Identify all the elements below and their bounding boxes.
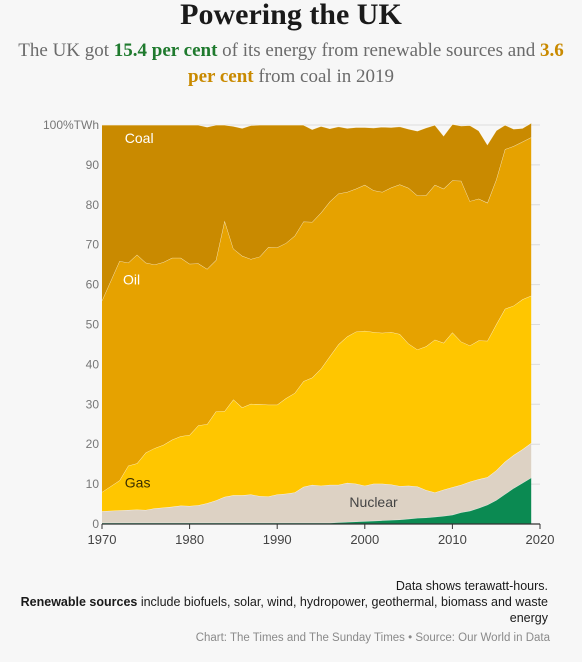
axes: 0 10 20 30 40 50 60 70 80 90 100%TWh 1970 1980 1990 20… [43, 118, 554, 547]
area-edge-coal [102, 122, 532, 146]
chart-title: Powering the UK [180, 0, 402, 31]
area-coal [102, 123, 532, 301]
x-tick-label-2000: 2000 [350, 532, 379, 547]
y-tick-label-60: 60 [86, 278, 100, 292]
area-renewables [102, 477, 532, 524]
subtitle-text-2: of its energy from renewable sources and [217, 40, 540, 61]
chart-subtitle: The UK got 15.4 per cent of its energy f… [10, 38, 572, 90]
x-tick-label-2010: 2010 [438, 532, 467, 547]
y-tick-label-70: 70 [86, 238, 100, 252]
subtitle-coal-highlight: 3.6 per cent [188, 40, 564, 87]
y-tick-label-0: 0 [92, 517, 99, 531]
x-tick-label-1970: 1970 [88, 532, 117, 547]
subtitle-text-3: from coal in 2019 [253, 66, 394, 87]
note-units: Data shows terawatt-hours. [395, 579, 548, 593]
note-renewables: Renewable sources include biofuels, sola… [8, 594, 548, 626]
y-tick-label-20: 20 [86, 437, 100, 451]
series-label-oil: Oil [123, 272, 140, 288]
note-renewables-bold: Renewable sources [20, 595, 138, 609]
subtitle-text-1: The UK got [18, 40, 114, 61]
subtitle-renewables-highlight: 15.4 per cent [113, 40, 218, 61]
stacked-area-chart: 0 10 20 30 40 50 60 70 80 90 100%TWh 1970 1980 1990 20… [43, 118, 554, 547]
y-tick-label-80: 80 [86, 198, 100, 212]
area-gas [102, 295, 532, 512]
y-tick-label-10: 10 [86, 477, 100, 491]
y-tick-label-40: 40 [86, 357, 100, 371]
chart-notes: Data shows terawatt-hours. Renewable sou… [8, 578, 548, 626]
y-tick-label-50: 50 [86, 318, 100, 332]
series-label-coal: Coal [125, 130, 154, 146]
x-tick-label-2020: 2020 [526, 532, 555, 547]
area-series [101, 122, 532, 524]
note-renewables-text: include biofuels, solar, wind, hydropowe… [137, 595, 548, 625]
series-label-gas: Gas [125, 474, 151, 490]
y-tick-label-30: 30 [86, 397, 100, 411]
series-label-nuclear: Nuclear [349, 494, 398, 510]
y-tick-label-90: 90 [86, 158, 100, 172]
series-labels: Coal Oil Gas Nuclear [123, 130, 398, 510]
area-oil [102, 137, 532, 493]
y-top-label: 100%TWh [43, 118, 99, 132]
x-tick-label-1980: 1980 [175, 532, 204, 547]
chart-source: Chart: The Times and The Sunday Times • … [195, 632, 550, 644]
x-tick-label-1990: 1990 [263, 532, 292, 547]
